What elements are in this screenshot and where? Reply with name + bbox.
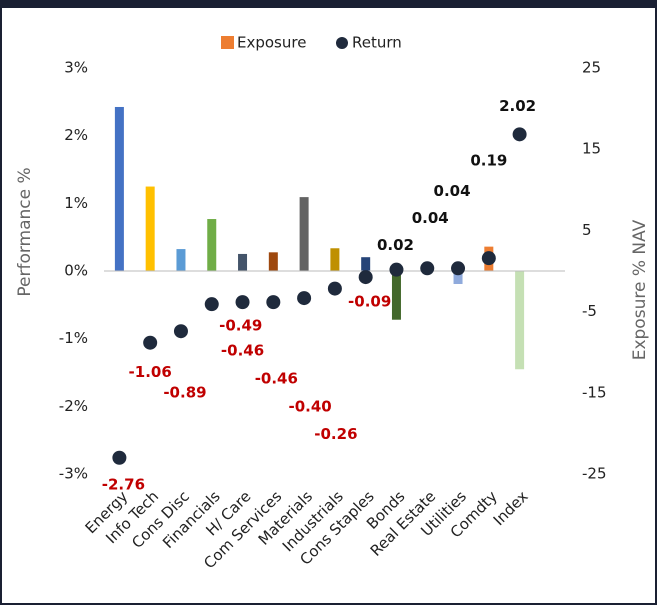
return-dot: [173, 324, 188, 339]
y-tick-label: 2%: [64, 126, 88, 144]
return-dot: [451, 261, 466, 276]
exposure-bar: [238, 253, 248, 271]
return-label: -0.26: [314, 425, 357, 443]
legend-label: Return: [352, 34, 402, 52]
return-dot: [389, 262, 404, 277]
return-label: 2.02: [499, 97, 536, 115]
y-tick-label: -3%: [59, 465, 88, 483]
return-label: 0.04: [434, 182, 471, 200]
return-dot: [481, 251, 496, 266]
return-label: -0.46: [255, 370, 298, 388]
y2-tick-label: -15: [582, 383, 607, 401]
exposure-bar: [207, 219, 217, 271]
return-label: 0.04: [412, 209, 449, 227]
y2-axis-title: Exposure % NAV: [630, 219, 650, 360]
return-label: -0.40: [288, 398, 331, 416]
return-dot: [327, 281, 342, 296]
y-axis-title: Performance %: [15, 167, 35, 296]
y2-tick-label: -5: [582, 302, 597, 320]
return-label: -0.09: [348, 293, 391, 311]
return-dot: [297, 291, 312, 306]
return-label: 0.19: [470, 152, 507, 170]
y-tick-label: 1%: [64, 194, 88, 212]
exposure-bar: [330, 248, 340, 271]
exposure-bar: [145, 186, 155, 271]
return-dot: [512, 127, 527, 142]
legend-label: Exposure: [237, 34, 306, 52]
y2-tick-label: 15: [582, 140, 601, 158]
return-dot: [204, 297, 219, 312]
return-dot: [266, 295, 281, 310]
y2-tick-label: 5: [582, 221, 592, 239]
y-tick-label: 0%: [64, 262, 88, 280]
legend-swatch: [336, 37, 348, 49]
exposure-bar: [391, 271, 401, 320]
exposure-bar: [361, 257, 371, 271]
y2-tick-label: -25: [582, 465, 607, 483]
exposure-bar: [176, 249, 186, 271]
exposure-bar: [515, 271, 525, 370]
exposure-bar: [453, 271, 463, 284]
header-strip: [0, 0, 657, 8]
y-tick-label: -2%: [59, 397, 88, 415]
exposure-bar: [268, 252, 278, 271]
return-label: 0.02: [377, 236, 414, 254]
legend-swatch: [221, 36, 234, 49]
return-label: -0.49: [219, 317, 262, 335]
y-tick-label: 3%: [64, 59, 88, 77]
return-dot: [112, 450, 127, 465]
return-label: -2.76: [102, 475, 145, 493]
exposure-bar: [299, 197, 309, 271]
return-dot: [143, 335, 158, 350]
y-tick-label: -1%: [59, 329, 88, 347]
return-label: -1.06: [129, 363, 172, 381]
return-label: -0.46: [221, 342, 264, 360]
y2-tick-label: 25: [582, 59, 601, 77]
return-dot: [235, 295, 250, 310]
return-dot: [358, 270, 373, 285]
return-dot: [420, 261, 435, 276]
return-label: -0.89: [163, 384, 206, 402]
exposure-bar: [114, 106, 124, 271]
